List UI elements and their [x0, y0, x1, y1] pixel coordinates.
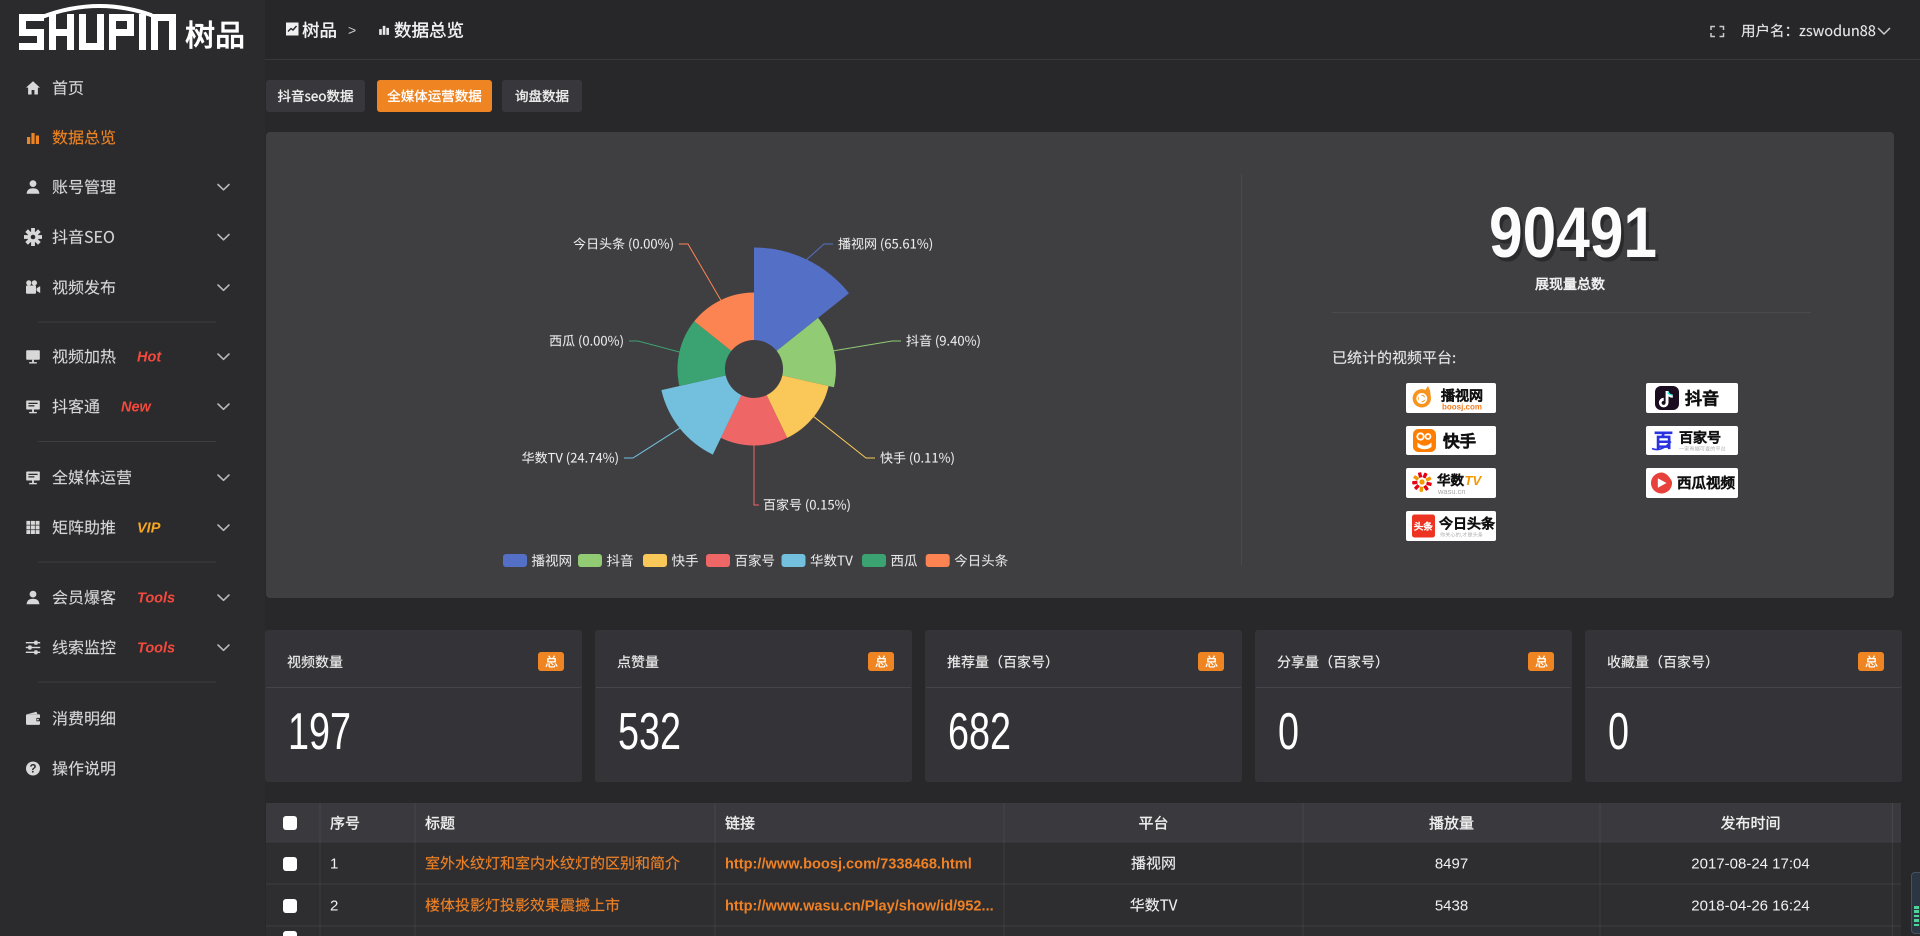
svg-text:0: 0: [1608, 703, 1629, 761]
svg-text:532: 532: [618, 703, 681, 761]
svg-text:0: 0: [1278, 703, 1299, 761]
svg-text:TV: TV: [1465, 473, 1483, 488]
svg-text:Hot: Hot: [137, 350, 162, 366]
svg-text:wasu.cn: wasu.cn: [1437, 487, 1466, 496]
svg-text:5438: 5438: [1435, 898, 1468, 915]
svg-text:http://www.wasu.cn/Play/show/i: http://www.wasu.cn/Play/show/id/952...: [725, 899, 994, 915]
svg-text:?: ?: [29, 764, 36, 776]
svg-text:Tools: Tools: [137, 591, 175, 607]
svg-text:1: 1: [330, 856, 338, 873]
svg-text:682: 682: [948, 703, 1011, 761]
svg-text:New: New: [121, 400, 153, 416]
svg-text:http://www.boosj.com/7338468.h: http://www.boosj.com/7338468.html: [725, 857, 972, 873]
svg-text:Tools: Tools: [137, 641, 175, 657]
svg-text:8497: 8497: [1435, 856, 1468, 873]
svg-text:>: >: [348, 22, 356, 38]
svg-text:90491: 90491: [1489, 194, 1657, 273]
svg-text:VIP: VIP: [137, 521, 161, 537]
svg-text:197: 197: [288, 703, 351, 761]
svg-text:2: 2: [330, 898, 338, 915]
svg-text:boosj.com: boosj.com: [1442, 403, 1482, 412]
svg-text:2018-04-26 16:24: 2018-04-26 16:24: [1691, 898, 1809, 915]
svg-text:90491: 90491: [1492, 198, 1660, 277]
svg-text:2017-08-24 17:04: 2017-08-24 17:04: [1691, 856, 1809, 873]
